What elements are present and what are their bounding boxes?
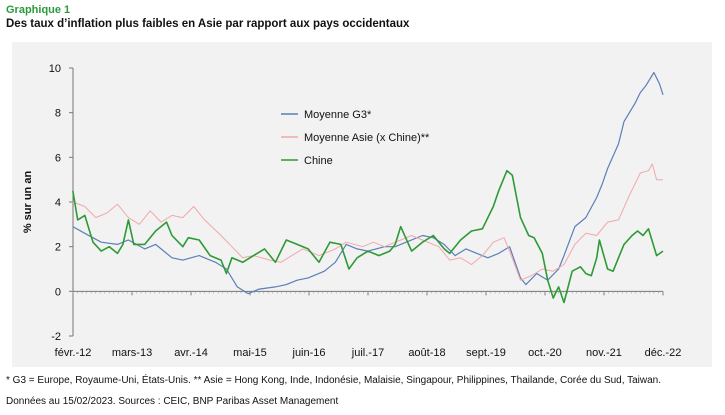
y-axis-label: % sur un an (22, 171, 34, 234)
x-tick-label: juin-16 (292, 347, 326, 359)
x-tick-label: nov.-21 (586, 347, 622, 359)
legend-label: Moyenne Asie (x Chine)** (304, 132, 430, 144)
y-tick-label: 0 (55, 286, 61, 298)
x-tick-label: sept.-19 (466, 347, 506, 359)
y-tick-label: 6 (55, 152, 61, 164)
x-tick-label: oct.-20 (528, 347, 562, 359)
x-tick-label: juil.-17 (351, 347, 384, 359)
x-tick-label: mars-13 (112, 347, 152, 359)
y-tick-label: 4 (55, 197, 61, 209)
plot-background (12, 42, 712, 367)
footnote-regions: * G3 = Europe, Royaume-Uni, États-Unis. … (6, 375, 662, 386)
x-tick-label: févr.-12 (55, 347, 92, 359)
legend-label: Moyenne G3* (304, 109, 372, 121)
x-tick-label: mai-15 (233, 347, 267, 359)
figure-label: Graphique 1 (6, 4, 71, 16)
chart-title: Des taux d’inflation plus faibles en Asi… (6, 18, 410, 30)
x-tick-label: déc.-22 (645, 347, 682, 359)
x-tick-label: avr.-14 (174, 347, 208, 359)
y-tick-label: 2 (55, 242, 61, 254)
x-tick-label: août-18 (408, 347, 445, 359)
series-line-g3 (72, 71, 664, 295)
legend-label: Chine (304, 155, 333, 167)
series-line-asie (72, 163, 663, 281)
series-line-chine (72, 169, 664, 304)
y-tick-label: -2 (51, 331, 61, 343)
footnote-sources: Données au 15/02/2023. Sources : CEIC, B… (6, 396, 339, 407)
y-tick-label: 8 (55, 108, 61, 120)
y-tick-label: 10 (49, 63, 61, 75)
